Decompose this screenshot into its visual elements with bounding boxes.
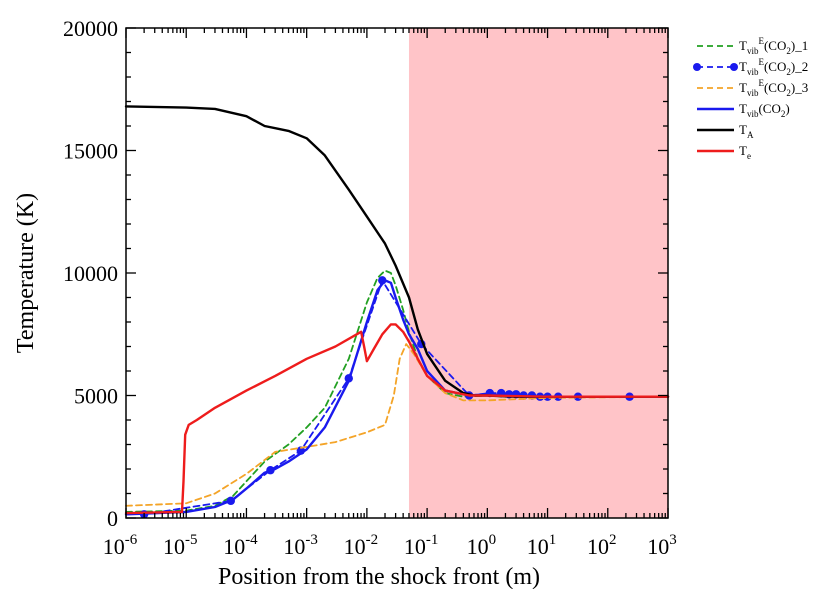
x-tick-label: 10-4 bbox=[223, 532, 258, 559]
x-tick-label: 10-1 bbox=[404, 532, 439, 559]
legend-label-s6: Te bbox=[739, 143, 751, 161]
x-tick-label: 10-3 bbox=[283, 532, 318, 559]
series-line-s3 bbox=[125, 343, 669, 507]
legend-marker-s2 bbox=[730, 63, 738, 71]
ticks-layer bbox=[125, 27, 669, 519]
series-line-s6 bbox=[124, 323, 670, 515]
x-tick-label: 100 bbox=[467, 532, 497, 559]
legend-label-s4: Tvib(CO2) bbox=[739, 101, 790, 119]
y-tick-label: 10000 bbox=[63, 261, 118, 286]
x-tick-label: 102 bbox=[587, 532, 617, 559]
x-tick-label: 101 bbox=[527, 532, 557, 559]
x-tick-label: 10-5 bbox=[163, 532, 198, 559]
series-layer bbox=[124, 105, 670, 519]
legend-label-s2: TvibE(CO2)_2 bbox=[739, 57, 808, 77]
y-tick-label: 15000 bbox=[63, 139, 118, 164]
legend-label-s1: TvibE(CO2)_1 bbox=[739, 36, 808, 56]
x-axis-label: Position from the shock front (m) bbox=[218, 564, 540, 589]
plot-frame bbox=[125, 27, 669, 519]
x-tick-label: 103 bbox=[647, 532, 677, 559]
legend-label-s3: TvibE(CO2)_3 bbox=[739, 78, 808, 98]
x-tick-label: 10-6 bbox=[103, 532, 138, 559]
y-axis-label: Temperature (K) bbox=[13, 193, 39, 353]
x-tick-label: 10-2 bbox=[344, 532, 379, 559]
y-tick-label: 5000 bbox=[74, 384, 118, 409]
shaded-region-layer bbox=[408, 28, 668, 518]
legend-label-s5: TA bbox=[739, 122, 754, 140]
y-tick-label: 0 bbox=[107, 506, 118, 531]
legend-marker-s2 bbox=[693, 63, 701, 71]
tick-labels-layer: 10-6 10-5 10-4 10-3 10-2 10-1 100 101 102 103 0 500… bbox=[63, 16, 677, 559]
shaded-region bbox=[408, 28, 668, 518]
y-tick-label: 20000 bbox=[63, 16, 118, 41]
